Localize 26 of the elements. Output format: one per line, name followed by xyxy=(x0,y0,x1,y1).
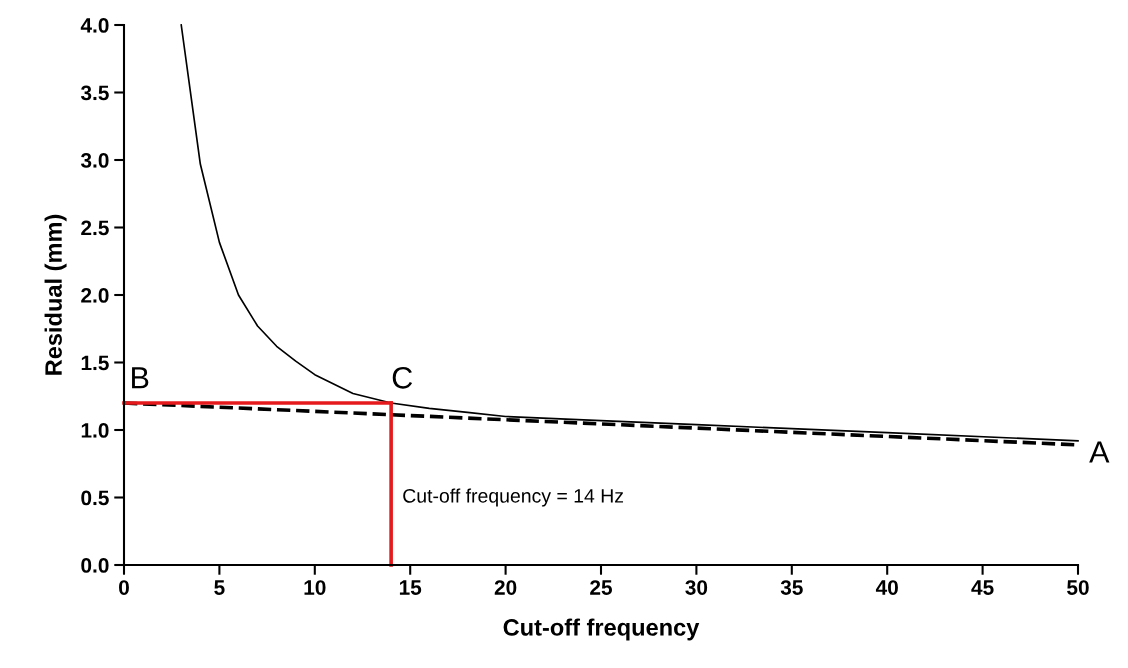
x-tick-label: 0 xyxy=(119,580,129,595)
annotation: C xyxy=(392,366,413,389)
x-tick-label: 45 xyxy=(971,580,994,595)
y-tick-label: 2.0 xyxy=(81,288,109,303)
y-tick-label: 0.0 xyxy=(81,558,109,573)
x-tick-label: 35 xyxy=(780,580,803,595)
annotation: Cut-off frequency = 14 Hz xyxy=(403,488,624,507)
y-tick-label: 1.0 xyxy=(81,423,109,438)
y-axis-title: Residual (mm) xyxy=(44,214,67,375)
x-tick-label: 40 xyxy=(875,580,898,595)
x-tick-label: 20 xyxy=(494,580,517,595)
x-tick-label: 50 xyxy=(1067,580,1089,595)
annotation: A xyxy=(1089,441,1110,463)
y-tick-label: 3.5 xyxy=(80,85,109,101)
x-tick-label: 30 xyxy=(685,580,708,595)
x-tick-label: 5 xyxy=(214,580,225,595)
annotation: B xyxy=(132,367,149,389)
y-tick-label: 1.5 xyxy=(81,355,109,371)
y-tick-label: 0.5 xyxy=(81,490,109,506)
x-tick-label: 25 xyxy=(590,580,613,595)
x-axis-title: Cut-off frequency xyxy=(503,618,700,641)
y-tick-label: 3.0 xyxy=(80,153,109,168)
y-tick-label: 2.5 xyxy=(81,220,109,236)
x-tick-label: 15 xyxy=(399,580,422,595)
x-tick-label: 10 xyxy=(304,580,326,595)
y-tick-label: 4.0 xyxy=(80,18,109,33)
